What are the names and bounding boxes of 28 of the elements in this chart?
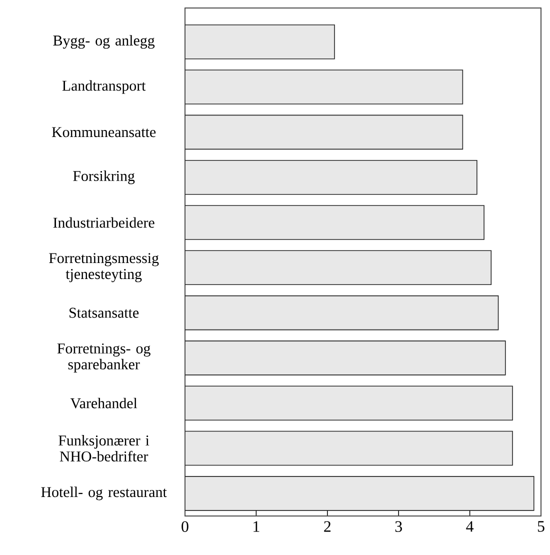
y-tick-label: Hotell- og restaurant [41, 486, 167, 500]
y-tick-label: Forretnings- og sparebanker [57, 343, 150, 372]
x-tick-label: 4 [466, 521, 474, 532]
y-tick-label: Industriarbeidere [53, 217, 154, 228]
y-tick-label: Varehandel [70, 398, 138, 408]
y-tick-label: Bygg- og anlegg [53, 35, 155, 49]
bar [185, 114, 464, 150]
y-tick-label: Forsikring [73, 170, 135, 184]
x-tick-label: 2 [324, 521, 331, 532]
x-tick-label: 3 [395, 521, 402, 532]
y-tick-label: Kommuneansatte [52, 127, 156, 138]
bar [185, 205, 484, 240]
bar [185, 70, 464, 104]
bar [185, 24, 335, 60]
bar [185, 160, 478, 195]
x-tick-label: 0 [182, 521, 188, 532]
bar [185, 386, 513, 421]
bar [185, 476, 534, 511]
x-tick-label: 1 [254, 521, 260, 532]
bar [185, 250, 492, 286]
y-tick-label: Funksjonærer i NHO-bedrifter [58, 435, 150, 462]
bar [185, 295, 499, 330]
y-tick-label: Landtransport [62, 80, 146, 94]
bar [185, 430, 513, 466]
x-tick-label: 5 [538, 521, 544, 532]
y-tick-label: Forretningsmessig tjenesteyting [49, 253, 159, 282]
bar [185, 340, 506, 376]
y-tick-label: Statsansatte [70, 308, 139, 318]
